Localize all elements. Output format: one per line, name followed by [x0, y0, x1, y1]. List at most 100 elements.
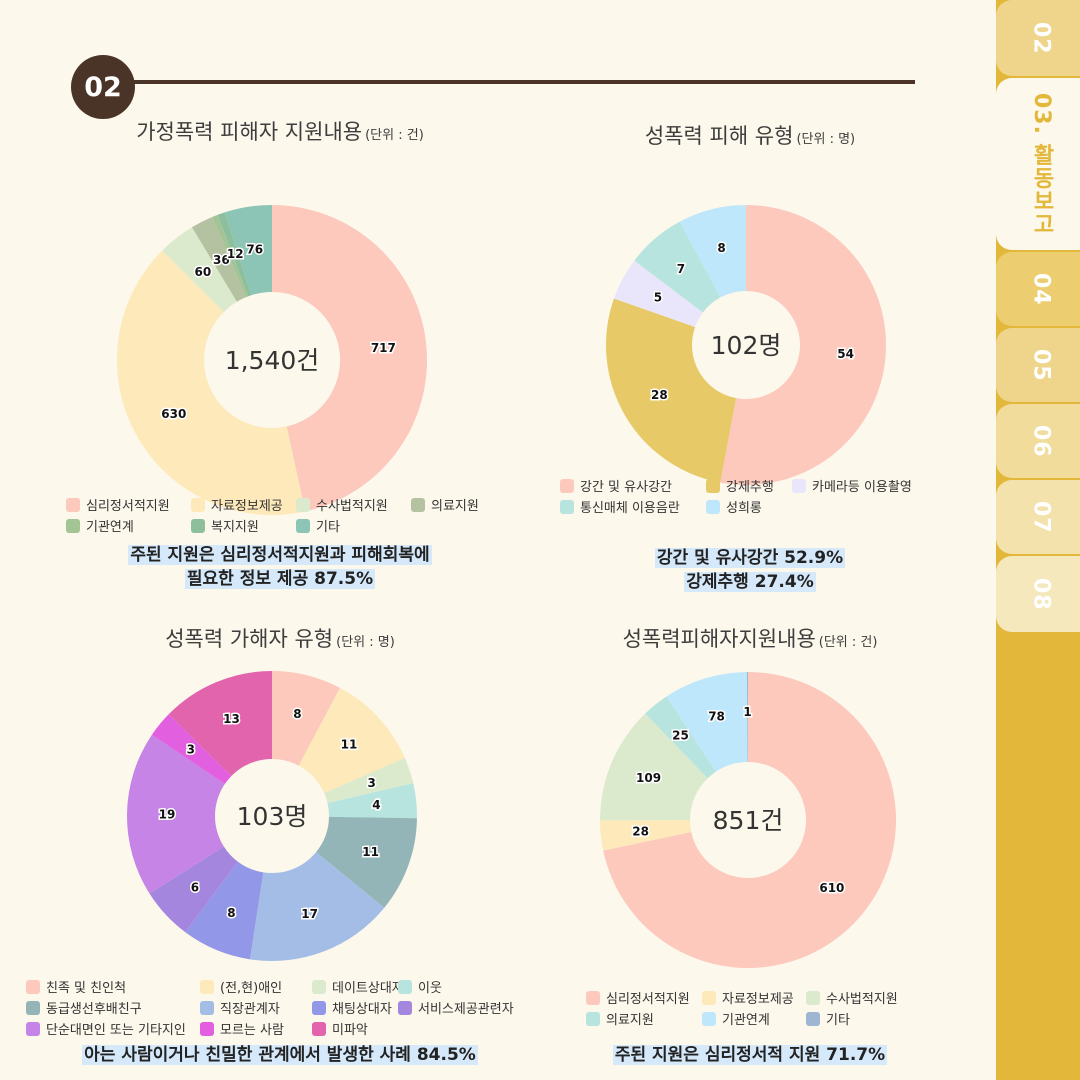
chart-unit-label: (단위 : 건) [818, 635, 878, 650]
legend-item: 기관연계 [702, 1009, 770, 1028]
legend-item: 카메라등 이용촬영 [792, 476, 912, 495]
legend-item: 데이트상대자 [312, 977, 404, 996]
legend-label: 미파악 [332, 1023, 368, 1038]
header-divider [130, 80, 915, 84]
legend-label: 수사법적지원 [826, 992, 898, 1007]
legend-label: 통신매체 이용음란 [580, 501, 680, 516]
donut-chart: 102명 54 28 5 7 8 [606, 205, 886, 485]
donut-slice [117, 250, 306, 515]
slice-value-label: 8 [293, 707, 301, 721]
donut-slice [224, 205, 272, 296]
slice-value-label: 11 [341, 738, 358, 752]
tab-label: 07 [1028, 500, 1054, 534]
donut-slice [298, 687, 405, 794]
donut-chart: 103명 8 11 3 4 11 17 8 6 19 3 13 [127, 671, 417, 961]
tab-03[interactable]: 03. 활동보고 [996, 78, 1080, 250]
legend-swatch [296, 497, 310, 512]
slice-value-label: 13 [223, 712, 240, 726]
legend-item: 성희롱 [706, 497, 762, 516]
legend-label: 의료지원 [606, 1013, 654, 1028]
tab-label: 05 [1028, 348, 1054, 382]
tab-02[interactable]: 02 [996, 0, 1080, 76]
legend-swatch [200, 1000, 214, 1015]
slice-value-label: 610 [819, 881, 844, 895]
legend-swatch [312, 1021, 326, 1036]
chart-title: 성폭력피해자지원내용 (단위 : 건) [580, 623, 920, 653]
legend-item: 미파악 [312, 1019, 368, 1038]
legend-swatch [586, 1011, 600, 1026]
legend-label: 모르는 사람 [220, 1023, 284, 1038]
legend-swatch [191, 497, 205, 512]
legend-label: 데이트상대자 [332, 981, 404, 996]
summary-line: 필요한 정보 제공 87.5% [184, 569, 376, 589]
chart-title: 성폭력 가해자 유형 (단위 : 명) [20, 623, 540, 653]
donut-slice [679, 205, 746, 298]
legend-label: 심리정서적지원 [86, 499, 170, 514]
legend-label: 카메라등 이용촬영 [812, 480, 912, 495]
chart-title: 성폭력 피해 유형 (단위 : 명) [560, 120, 940, 150]
legend-swatch [792, 478, 806, 493]
donut-slice [191, 216, 246, 302]
slice-value-label: 5 [654, 291, 662, 305]
legend-swatch [296, 518, 310, 533]
donut-slice [272, 205, 427, 512]
slice-value-label: 60 [195, 265, 212, 279]
legend-item: 친족 및 친인척 [26, 977, 126, 996]
legend-swatch [66, 518, 80, 533]
tab-08[interactable]: 08 [996, 556, 1080, 632]
legend-label: 자료정보제공 [211, 499, 283, 514]
legend-item: 직장관계자 [200, 998, 280, 1017]
slice-value-label: 630 [161, 407, 186, 421]
legend-item: 심리정서적지원 [66, 495, 170, 514]
slice-value-label: 54 [837, 347, 854, 361]
tab-07[interactable]: 07 [996, 480, 1080, 554]
donut-slice [603, 672, 896, 968]
slice-value-label: 3 [367, 776, 375, 790]
tab-label: 08 [1028, 577, 1054, 611]
legend-label: 이웃 [418, 981, 442, 996]
tab-label: 06 [1028, 424, 1054, 458]
donut-slice [666, 672, 748, 772]
legend-swatch [706, 478, 720, 493]
legend-swatch [312, 1000, 326, 1015]
legend-label: 의료지원 [431, 499, 479, 514]
donut-slice [606, 298, 737, 483]
legend-item: 동급생선후배친구 [26, 998, 142, 1017]
legend-swatch [411, 497, 425, 512]
legend-swatch [312, 979, 326, 994]
tab-label: 02 [1028, 21, 1054, 55]
slice-value-label: 17 [301, 907, 318, 921]
legend-swatch [560, 478, 574, 493]
donut-slice [720, 205, 886, 485]
donut-slice [185, 861, 264, 960]
legend-swatch [806, 1011, 820, 1026]
chart-panel-sexual-violence-support: 성폭력피해자지원내용 (단위 : 건) 851건 610 28 109 25 78 1 심리정서적… [580, 615, 920, 1080]
slice-value-label: 78 [708, 710, 725, 724]
legend-label: 서비스제공관련자 [418, 1002, 514, 1017]
donut-center-total: 851건 [713, 806, 784, 835]
slice-value-label: 7 [677, 262, 685, 276]
legend-label: 복지지원 [211, 520, 259, 535]
legend-label: 성희롱 [726, 501, 762, 516]
legend-item: 심리정서적지원 [586, 988, 690, 1007]
legend-item: (전,현)애인 [200, 977, 282, 996]
tab-05[interactable]: 05 [996, 328, 1080, 402]
legend-swatch [706, 499, 720, 514]
tab-04[interactable]: 04 [996, 252, 1080, 326]
slice-value-label: 8 [717, 241, 725, 255]
chart-title: 가정폭력 피해자 지원내용 (단위 : 건) [60, 116, 500, 146]
legend-item: 수사법적지원 [806, 988, 898, 1007]
legend-item: 자료정보제공 [191, 495, 283, 514]
legend-item: 강제추행 [706, 476, 774, 495]
legend-swatch [66, 497, 80, 512]
chart-panel-sexual-violence-types: 성폭력 피해 유형 (단위 : 명) 102명 54 28 5 7 8 강간 및 유사강간 강제추… [560, 110, 940, 600]
summary-line: 강간 및 유사강간 52.9% [654, 548, 846, 568]
tab-06[interactable]: 06 [996, 404, 1080, 478]
donut-slice [212, 214, 249, 298]
legend-label: 강간 및 유사강간 [580, 480, 672, 495]
legend-item: 서비스제공관련자 [398, 998, 514, 1017]
donut-slice [613, 260, 703, 328]
legend-label: 기관연계 [86, 520, 134, 535]
slice-value-label: 717 [371, 341, 396, 355]
